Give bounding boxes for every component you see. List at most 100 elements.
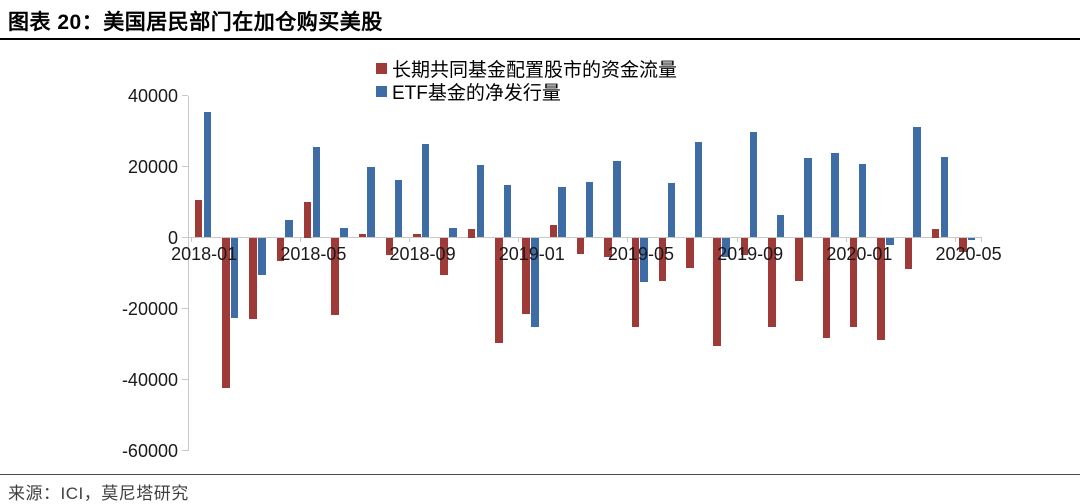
x-axis-tick <box>518 237 520 242</box>
etf-bar-2018-07 <box>367 167 375 238</box>
etf-bar-2019-06 <box>667 183 676 238</box>
mutual-fund-bar-2019-11 <box>795 237 803 282</box>
mutual-fund-bar-2019-12 <box>822 237 831 338</box>
mutual-fund-bar-2020-05 <box>959 237 967 252</box>
mutual-fund-bar-2019-02 <box>549 224 558 238</box>
mutual-fund-bar-2018-08 <box>385 237 394 256</box>
mutual-fund-bar-2020-04 <box>931 228 940 238</box>
mutual-fund-bar-2018-05 <box>303 202 312 238</box>
etf-bar-2020-01 <box>858 164 867 238</box>
etf-bar-2020-03 <box>913 127 921 238</box>
x-axis-tick <box>408 237 410 242</box>
etf-bar-2019-12 <box>831 153 839 238</box>
etf-bar-2018-11 <box>476 164 485 238</box>
etf-bar-2019-07 <box>694 142 703 238</box>
chart-title: 图表 20：美国居民部门在加仓购买美股 <box>8 11 383 34</box>
y-axis-label: 0 <box>167 227 178 248</box>
etf-bar-2020-05 <box>967 237 976 240</box>
x-axis-label: 2019-01 <box>498 244 565 264</box>
etf-bar-2019-10 <box>776 215 785 238</box>
etf-bar-2018-01 <box>203 112 212 238</box>
mutual-fund-bar-2019-04 <box>604 237 612 258</box>
mutual-fund-bar-2019-09 <box>740 237 749 256</box>
etf-bar-2019-02 <box>558 187 566 238</box>
etf-bar-2019-11 <box>804 158 812 238</box>
mutual-fund-bar-2020-01 <box>849 237 858 327</box>
legend-item-mutual-fund: 长期共同基金配置股市的资金流量 <box>376 57 678 81</box>
legend-label-etf: ETF基金的净发行量 <box>392 83 561 104</box>
x-axis-tick <box>736 237 738 242</box>
y-axis-label: -20000 <box>121 298 178 319</box>
footer-divider <box>0 474 1080 475</box>
legend-item-etf: ETF基金的净发行量 <box>376 80 677 104</box>
mutual-fund-bar-2020-03 <box>904 237 913 269</box>
y-axis-label: -40000 <box>121 369 178 390</box>
x-axis-label: 2019-05 <box>607 244 674 264</box>
etf-bar-2018-03 <box>258 237 266 276</box>
etf-bar-2020-02 <box>886 237 894 245</box>
mutual-fund-bar-2019-07 <box>686 237 694 268</box>
y-axis-tick <box>182 237 188 238</box>
x-axis-tick <box>981 237 983 242</box>
etf-bar-2018-09 <box>421 144 430 238</box>
x-axis-label: 2018-09 <box>389 244 456 264</box>
mutual-fund-bar-2019-01 <box>522 237 530 314</box>
mutual-fund-bar-2018-09 <box>413 233 421 238</box>
etf-bar-2018-06 <box>340 228 348 238</box>
x-axis-tick <box>954 237 956 242</box>
etf-bar-2018-02 <box>230 237 239 319</box>
mutual-fund-bar-2018-03 <box>249 237 257 320</box>
mutual-fund-bar-2018-11 <box>467 228 476 238</box>
y-axis-line <box>188 95 189 451</box>
y-axis-tick <box>182 450 188 451</box>
y-axis-tick <box>182 379 188 380</box>
mutual-fund-legend-swatch <box>376 63 387 74</box>
x-axis-label: 2019-09 <box>717 244 784 264</box>
etf-bar-2018-04 <box>285 220 293 238</box>
mutual-fund-bar-2019-05 <box>631 237 640 327</box>
etf-bar-2019-01 <box>531 237 539 328</box>
mutual-fund-bar-2018-07 <box>358 233 367 238</box>
etf-bar-2019-09 <box>749 131 758 238</box>
mutual-fund-bar-2019-08 <box>713 237 721 346</box>
x-axis-label: 2020-01 <box>826 244 893 264</box>
y-axis-label: 40000 <box>127 85 178 106</box>
x-axis-tick <box>190 237 192 242</box>
x-axis-tick <box>845 237 847 242</box>
x-axis-label: 2020-05 <box>935 244 1002 264</box>
mutual-fund-bar-2020-02 <box>877 237 885 341</box>
mutual-fund-bar-2018-04 <box>276 237 285 261</box>
etf-bar-2018-08 <box>394 180 403 238</box>
etf-bar-2018-12 <box>503 185 512 238</box>
mutual-fund-bar-2018-01 <box>194 199 203 238</box>
y-axis-label: 20000 <box>127 156 178 177</box>
etf-legend-swatch <box>376 86 387 97</box>
x-axis-label: 2018-05 <box>280 244 347 264</box>
mutual-fund-bar-2018-12 <box>495 237 503 343</box>
etf-bar-2019-05 <box>640 237 648 282</box>
legend-label-mutual-fund: 长期共同基金配置股市的资金流量 <box>392 60 678 81</box>
x-axis-tick <box>627 237 629 242</box>
mutual-fund-bar-2019-06 <box>658 237 667 282</box>
mutual-fund-bar-2019-03 <box>576 237 585 254</box>
x-axis-tick <box>299 237 301 242</box>
etf-bar-2019-04 <box>613 161 621 238</box>
mutual-fund-bar-2018-10 <box>440 237 448 275</box>
source-note: 来源：ICI，莫尼塔研究 <box>8 484 189 503</box>
y-axis-tick <box>182 166 188 167</box>
y-axis-label: -60000 <box>121 440 178 461</box>
x-axis-line <box>188 237 983 238</box>
mutual-fund-bar-2018-02 <box>222 237 230 389</box>
legend: 长期共同基金配置股市的资金流量 ETF基金的净发行量 <box>376 57 678 104</box>
x-axis-label: 2018-01 <box>171 244 238 264</box>
mutual-fund-bar-2019-10 <box>768 237 776 328</box>
y-axis-tick <box>182 308 188 309</box>
etf-bar-2020-04 <box>940 157 949 238</box>
etf-bar-2019-08 <box>722 237 730 258</box>
etf-bar-2018-05 <box>312 146 321 238</box>
etf-bar-2018-10 <box>449 228 457 238</box>
etf-bar-2019-03 <box>585 182 594 238</box>
title-divider <box>0 38 1080 40</box>
mutual-fund-bar-2018-06 <box>331 237 339 316</box>
